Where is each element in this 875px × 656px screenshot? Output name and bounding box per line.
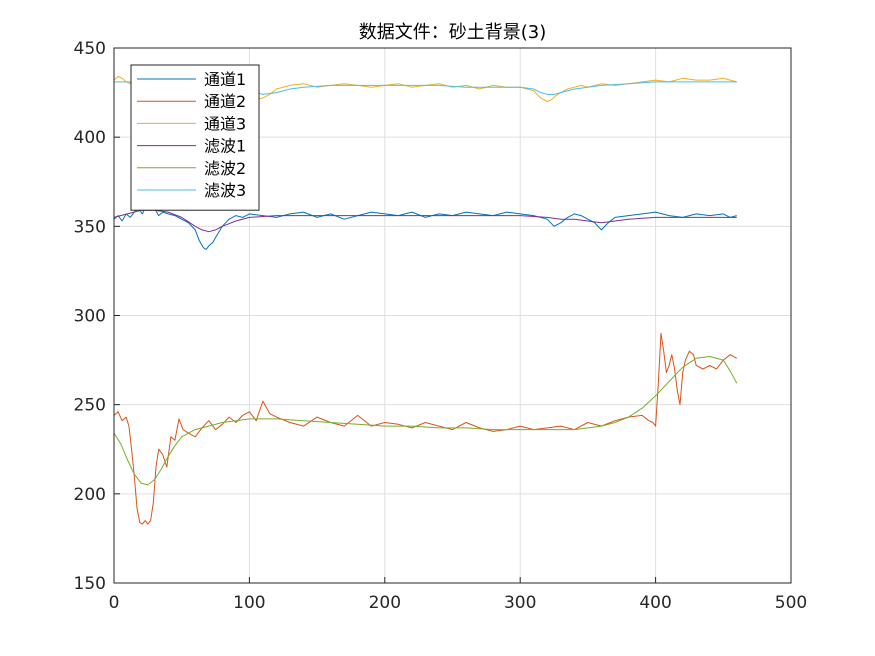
x-tick-label: 400 — [639, 593, 671, 613]
x-tick-label: 300 — [504, 593, 536, 613]
legend-label: 滤波3 — [204, 181, 246, 200]
x-axis-tick-labels: 0 100 200 300 400 500 — [109, 593, 808, 613]
legend-label: 通道1 — [204, 70, 246, 89]
y-tick-label: 200 — [74, 485, 106, 505]
legend-label: 滤波1 — [204, 137, 246, 156]
y-tick-label: 150 — [74, 574, 106, 594]
y-tick-label: 350 — [74, 217, 106, 237]
series-line-5 — [113, 356, 738, 486]
y-tick-label: 400 — [74, 128, 106, 148]
legend: 通道1 通道2 通道3 滤波1 滤波2 滤波3 — [130, 64, 260, 211]
legend-label: 滤波2 — [204, 159, 246, 178]
series-line-2 — [113, 332, 738, 525]
legend-label: 通道2 — [204, 92, 246, 111]
axis-ticks — [113, 47, 792, 584]
y-tick-label: 300 — [74, 307, 106, 327]
series-line-1 — [113, 204, 737, 250]
x-tick-label: 0 — [109, 593, 120, 613]
x-tick-label: 100 — [233, 593, 265, 613]
chart-title: 数据文件：砂土背景(3) — [359, 22, 547, 43]
x-tick-label: 200 — [369, 593, 401, 613]
legend-label: 通道3 — [204, 114, 246, 133]
y-tick-label: 250 — [74, 396, 106, 416]
x-tick-label: 500 — [775, 593, 807, 613]
legend-box — [130, 64, 260, 211]
y-tick-label: 450 — [74, 39, 106, 59]
series-line-4 — [113, 209, 737, 233]
y-axis-tick-labels: 150 200 250 300 350 400 450 — [74, 39, 106, 594]
